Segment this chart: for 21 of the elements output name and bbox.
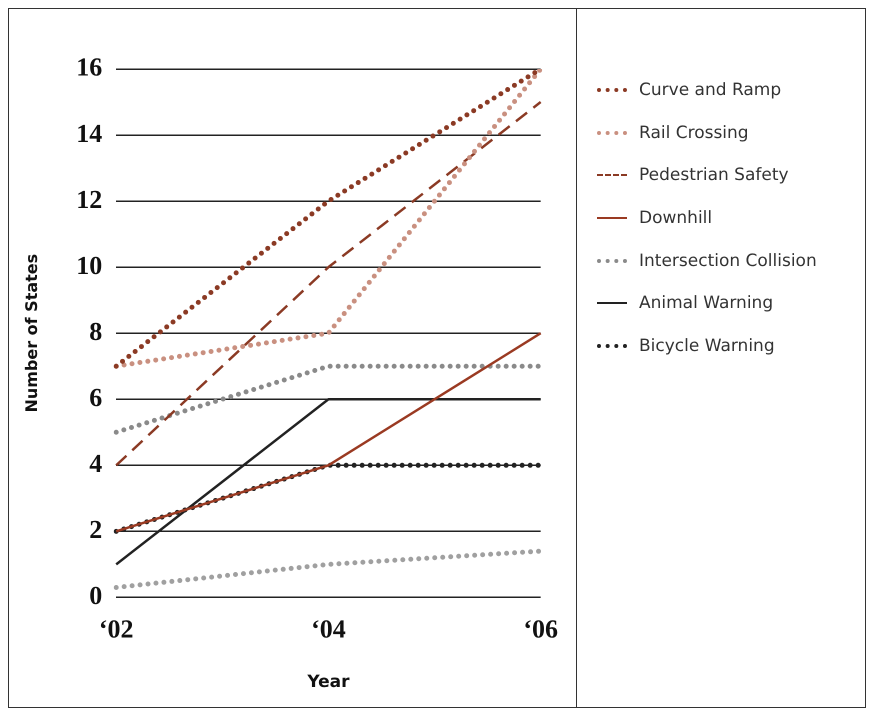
y-tick-label: 4 xyxy=(89,449,102,478)
y-tick-label: 6 xyxy=(89,382,102,412)
y-tick-label: 10 xyxy=(76,250,102,280)
x-tick-label: ‘06 xyxy=(523,614,558,644)
x-tick-label: ‘04 xyxy=(311,614,346,644)
y-tick-label: 12 xyxy=(76,184,102,214)
legend-label: Pedestrian Safety xyxy=(639,165,789,186)
y-tick-label: 0 xyxy=(89,581,102,610)
x-tick-label: ‘02 xyxy=(98,614,134,644)
y-axis-title: Number of States xyxy=(22,254,41,413)
y-tick-label: 16 xyxy=(76,52,102,82)
legend-label: Rail Crossing xyxy=(639,122,749,143)
legend-label: Animal Warning xyxy=(639,293,774,314)
y-tick-label: 8 xyxy=(89,316,102,346)
legend-label: Bicycle Warning xyxy=(639,336,775,356)
legend-label: Intersection Collision xyxy=(639,250,817,271)
legend-label: Curve and Ramp xyxy=(639,80,782,100)
legend-label: Downhill xyxy=(639,208,712,228)
y-tick-label: 2 xyxy=(89,515,102,544)
y-tick-label: 14 xyxy=(76,118,102,148)
x-axis-title: Year xyxy=(306,672,350,692)
